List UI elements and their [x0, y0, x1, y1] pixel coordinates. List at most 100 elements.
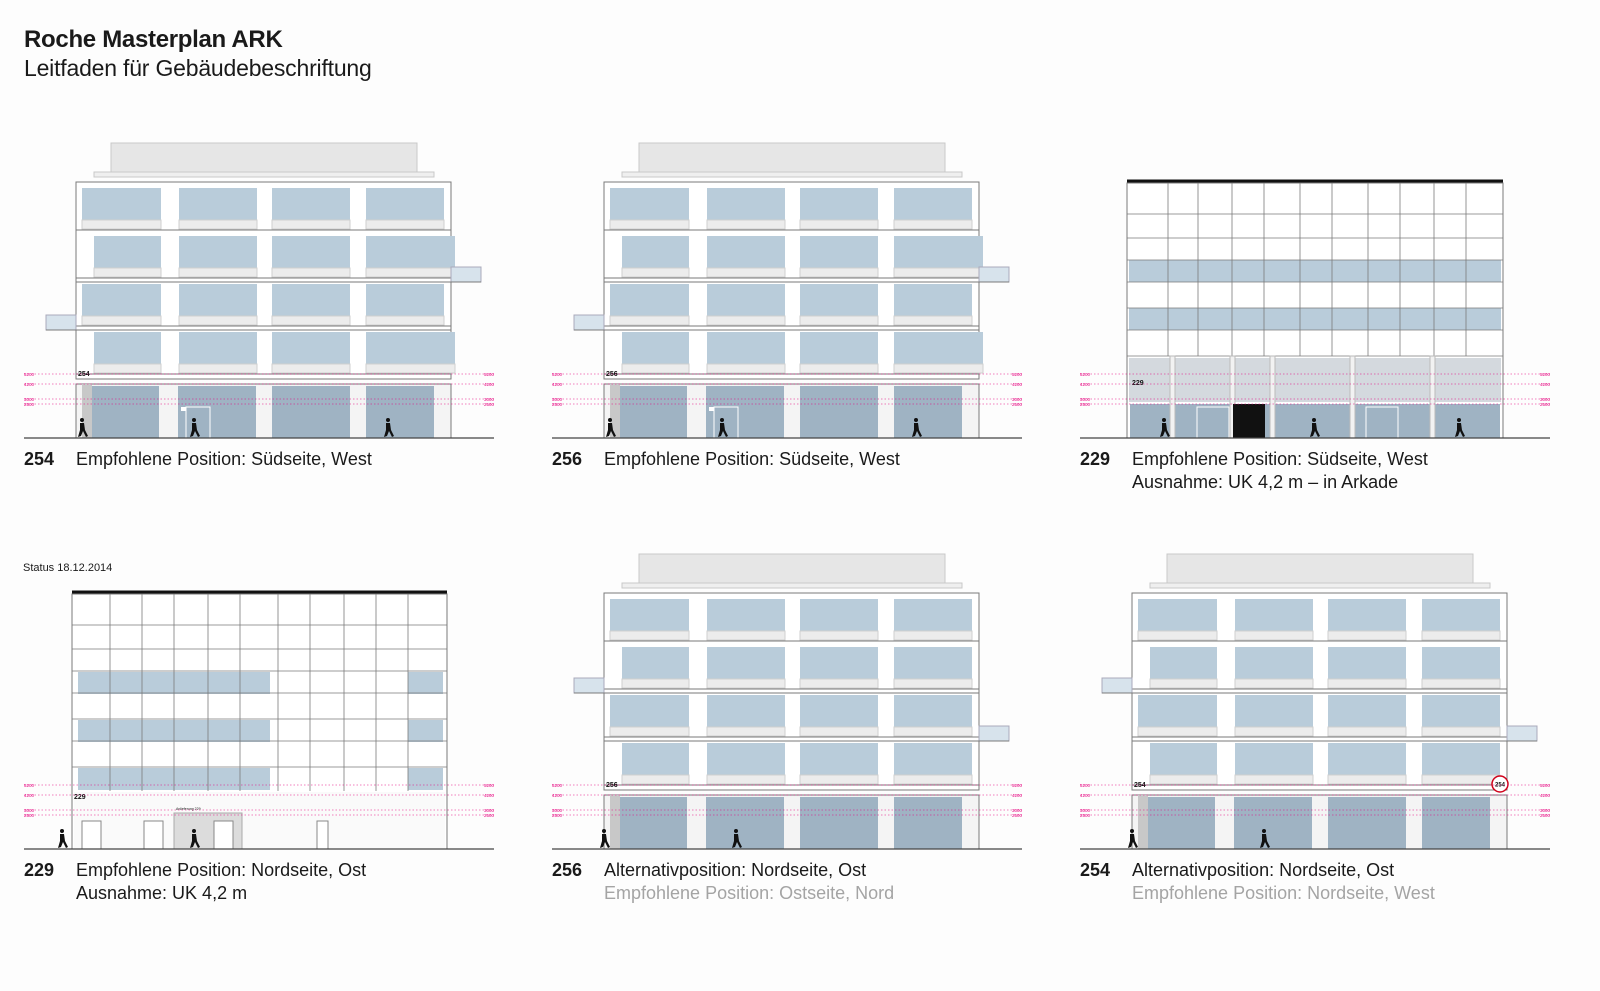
dimension-label-right: 5200	[484, 783, 495, 788]
parapet	[706, 678, 786, 689]
caption-line: Empfohlene Position: Nordseite, Ost	[76, 860, 367, 880]
shop-window	[706, 386, 784, 438]
dimension-label-left: 2500	[24, 813, 35, 818]
parapet	[706, 630, 786, 641]
parapet	[1421, 678, 1501, 689]
dimension-label-left: 4200	[1080, 382, 1091, 387]
dimension-label-right: 2500	[1540, 402, 1551, 407]
window-band	[894, 599, 972, 631]
window-band	[894, 236, 983, 268]
window-band	[1235, 647, 1313, 679]
window-band	[622, 332, 689, 364]
glass-band	[1129, 260, 1501, 282]
door-sign	[181, 407, 186, 411]
pedestrian-figure	[1260, 829, 1270, 848]
window-band	[707, 188, 785, 220]
parapet	[81, 315, 162, 326]
shop-window	[800, 386, 878, 438]
pedestrian-figure	[1128, 829, 1138, 848]
door-sign	[709, 407, 714, 411]
window-band	[800, 647, 878, 679]
balcony-left	[1101, 677, 1133, 694]
window-band	[1422, 743, 1500, 775]
window-band	[610, 599, 689, 631]
entrance-wall	[610, 795, 620, 849]
dimension-label-right: 5200	[1012, 372, 1023, 377]
dimension-label-left: 4200	[552, 382, 563, 387]
arcade-column	[1349, 355, 1356, 439]
parapet	[1327, 630, 1407, 641]
parapet	[1421, 726, 1501, 737]
window-band	[707, 647, 785, 679]
window-band	[366, 188, 444, 220]
window-band	[894, 284, 972, 316]
window-band	[1328, 599, 1406, 631]
window-band	[1235, 599, 1313, 631]
balcony-right	[978, 266, 1010, 283]
ground-door	[143, 820, 164, 850]
dimension-label-right: 4200	[1540, 793, 1551, 798]
caption-line: Ausnahme: UK 4,2 m – in Arkade	[1132, 472, 1399, 492]
dimension-label-left: 3000	[24, 397, 35, 402]
dimension-label-right: 5200	[1012, 783, 1023, 788]
window-band	[622, 647, 689, 679]
window-band	[610, 188, 689, 220]
shop-window	[894, 386, 962, 438]
pedestrian-figure	[58, 829, 68, 848]
roof-edge	[93, 171, 435, 178]
elevation-panel-254-north: 254 254 5200 5200 4200 4200 3000 3000 2500 2500 2…	[1080, 551, 1600, 903]
penthouse	[1166, 553, 1474, 584]
shop-window	[178, 386, 256, 438]
dimension-label-right: 2500	[1540, 813, 1551, 818]
shop-window	[706, 797, 784, 849]
window-band	[94, 236, 161, 268]
building-sign-number: 256	[606, 782, 618, 789]
window-band	[800, 695, 878, 727]
arcade-band	[1129, 358, 1501, 380]
dimension-label-right: 3000	[1540, 397, 1551, 402]
ground-door	[213, 820, 234, 850]
window-band	[707, 284, 785, 316]
dimension-label-right: 5200	[484, 372, 495, 377]
parapet	[799, 630, 879, 641]
window-band	[1235, 695, 1313, 727]
ground-floor	[74, 792, 445, 849]
window-band	[707, 743, 785, 775]
parapet	[621, 678, 690, 689]
dimension-label-left: 4200	[1080, 793, 1091, 798]
building-sign-number: 229	[1132, 380, 1144, 387]
dimension-label-left: 2500	[552, 402, 563, 407]
building-sign-number: 256	[606, 371, 618, 378]
building-sign-number: 229	[74, 794, 86, 801]
window-band	[894, 695, 972, 727]
parapet	[799, 315, 879, 326]
window-band	[366, 284, 444, 316]
parapet	[893, 630, 973, 641]
page-title: Roche Masterplan ARK	[24, 26, 283, 53]
parapet	[178, 315, 258, 326]
caption-line: Ausnahme: UK 4,2 m	[76, 883, 248, 903]
marker-number: 254	[1495, 783, 1506, 789]
parapet	[609, 630, 690, 641]
window-band	[1235, 743, 1313, 775]
dimension-label-right: 4200	[1012, 793, 1023, 798]
window-band	[1150, 647, 1217, 679]
roof-edge	[621, 582, 963, 589]
shop-window	[1148, 797, 1215, 849]
parapet	[1421, 630, 1501, 641]
dimension-label-left: 3000	[552, 808, 563, 813]
parapet	[893, 774, 973, 785]
parapet	[893, 726, 973, 737]
shop-window	[1422, 797, 1490, 849]
parapet	[1421, 774, 1501, 785]
parapet	[178, 219, 258, 230]
pedestrian-figure	[600, 829, 610, 848]
parapet	[706, 774, 786, 785]
balcony-left	[573, 314, 605, 331]
parapet	[93, 363, 162, 374]
parapet	[609, 315, 690, 326]
pedestrian-figure	[190, 418, 200, 437]
window-band	[179, 332, 257, 364]
